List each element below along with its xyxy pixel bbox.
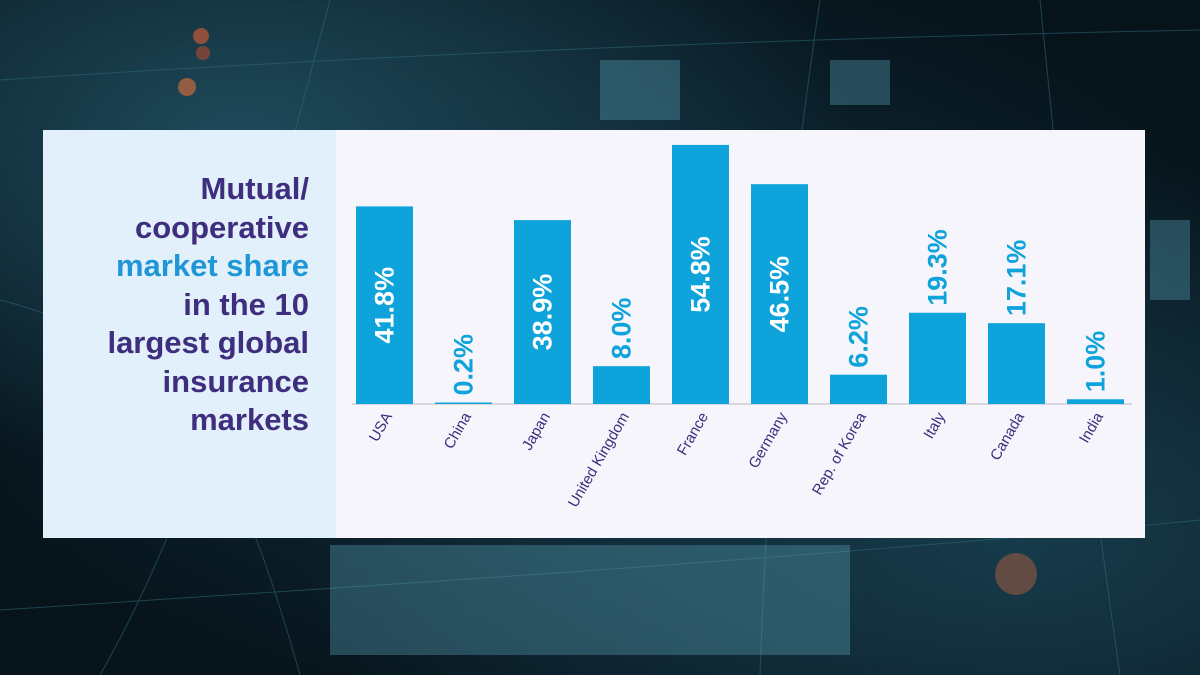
category-label: Rep. of Korea [809,409,870,498]
bar-value-label: 46.5% [765,256,795,333]
category-label: Japan [519,410,554,454]
bar-value-label: 54.8% [686,236,716,313]
category-label: India [1076,409,1107,446]
bar-value-label: 38.9% [528,274,558,351]
bar-chart: 41.8% USA 0.2% China 38.9% Japan 8.0% United Ki… [352,144,1132,511]
background-light-dot [995,553,1037,595]
category-label: Canada [987,409,1028,464]
chart-card: Mutual/ cooperative market share in the … [43,130,1145,538]
bar [909,312,966,404]
chart-title-line: insurance [162,363,309,399]
category-label: France [674,410,712,459]
bar [356,206,413,404]
bar-value-label: 1.0% [1081,331,1111,393]
bar-value-label: 8.0% [607,298,637,360]
bar [435,402,492,404]
background-light-dot [196,46,210,60]
bar [593,366,650,404]
bar [672,144,729,405]
background-light-dot [193,28,209,44]
bar-value-label: 0.2% [449,334,479,396]
bar-value-label: 41.8% [370,267,400,344]
category-label: USA [366,410,396,445]
category-label: Italy [920,409,949,442]
bar-value-label: 19.3% [923,229,953,306]
bar [988,323,1045,404]
category-label: China [441,409,476,452]
bar-value-label: 6.2% [844,306,874,368]
chart-title-line: cooperative [134,209,309,245]
chart-title-line: largest global [107,325,309,360]
chart-title-panel: Mutual/ cooperative market share in the … [43,130,336,538]
chart-title-line: in the 10 [183,286,309,322]
category-label: Germany [745,409,791,471]
bar-value-label: 17.1% [1002,240,1032,317]
bar [830,374,887,404]
background-light-dot [178,78,196,96]
chart-title-highlight: market share [115,248,309,283]
category-label: United Kingdom [565,410,633,511]
chart-area: 41.8% USA 0.2% China 38.9% Japan 8.0% United Ki… [336,130,1145,538]
chart-title-line: Mutual/ [200,171,310,206]
chart-title-line: markets [190,402,309,437]
bar [1067,399,1124,404]
bar [751,184,808,404]
bar [514,220,571,404]
